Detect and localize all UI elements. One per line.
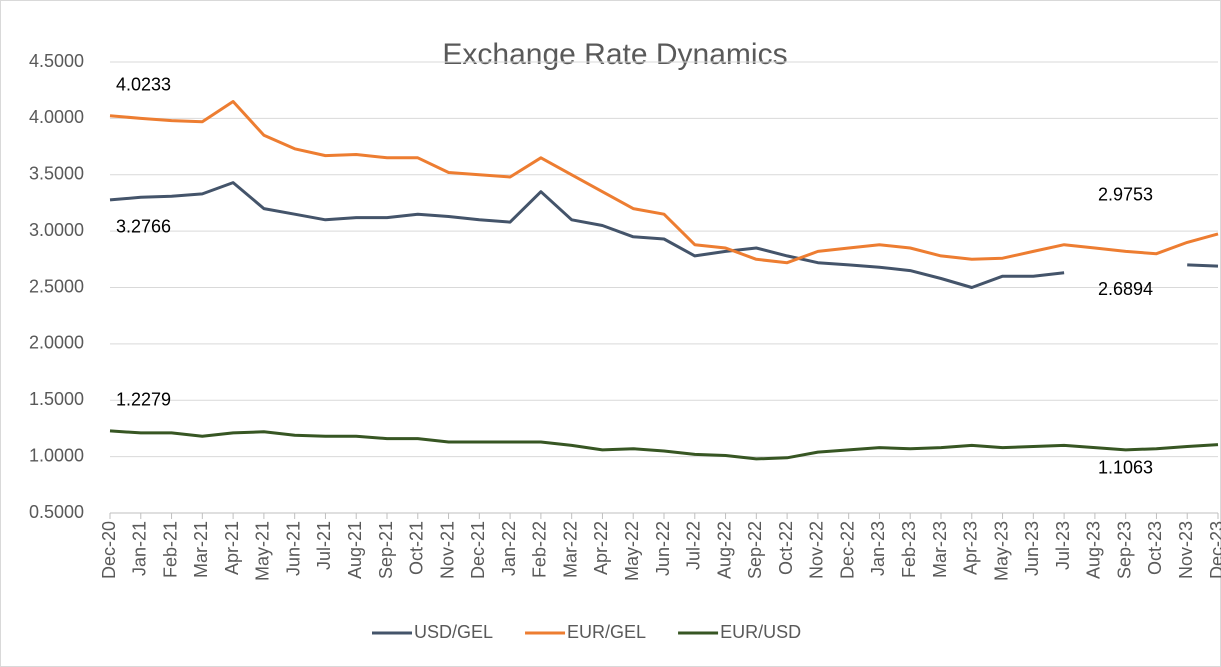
legend-label: EUR/GEL — [567, 622, 646, 642]
y-tick-label: 1.5000 — [29, 389, 84, 409]
data-label: 1.1063 — [1098, 457, 1153, 477]
x-tick-label: Sep-21 — [376, 521, 396, 579]
legend-label: USD/GEL — [414, 622, 493, 642]
x-tick-label: Jul-21 — [314, 521, 334, 570]
x-tick-label: Jan-22 — [499, 521, 519, 576]
x-tick-label: Jun-22 — [653, 521, 673, 576]
x-tick-label: Apr-23 — [961, 521, 981, 575]
x-tick-label: May-23 — [991, 521, 1011, 581]
x-tick-label: Feb-23 — [899, 521, 919, 578]
data-label: 4.0233 — [116, 74, 171, 94]
y-tick-label: 4.5000 — [29, 51, 84, 71]
x-tick-label: Oct-22 — [776, 521, 796, 575]
data-label: 1.2279 — [116, 390, 171, 410]
x-tick-label: Dec-21 — [468, 521, 488, 579]
y-tick-label: 1.0000 — [29, 445, 84, 465]
x-tick-label: Mar-22 — [560, 521, 580, 578]
y-tick-label: 2.0000 — [29, 333, 84, 353]
x-tick-label: Mar-21 — [191, 521, 211, 578]
y-tick-label: 0.5000 — [29, 502, 84, 522]
y-tick-label: 3.0000 — [29, 220, 84, 240]
series-line — [109, 429, 1219, 461]
y-tick-label: 3.5000 — [29, 164, 84, 184]
x-tick-label: Jan-21 — [130, 521, 150, 576]
series-line — [109, 100, 1219, 265]
x-tick-label: Feb-22 — [530, 521, 550, 578]
x-tick-label: Dec-20 — [99, 521, 119, 579]
series-line — [109, 181, 1219, 289]
x-tick-label: Sep-22 — [745, 521, 765, 579]
x-tick-label: Aug-23 — [1084, 521, 1104, 579]
chart-title: Exchange Rate Dynamics — [442, 38, 787, 71]
x-tick-label: Nov-23 — [1176, 521, 1196, 579]
x-tick-label: May-21 — [253, 521, 273, 581]
x-tick-label: Aug-21 — [345, 521, 365, 579]
y-tick-label: 2.5000 — [29, 276, 84, 296]
x-tick-label: Feb-21 — [160, 521, 180, 578]
x-tick-label: Oct-23 — [1145, 521, 1165, 575]
x-tick-label: Jun-21 — [283, 521, 303, 576]
data-label: 2.9753 — [1098, 185, 1153, 205]
x-tick-label: Dec-23 — [1207, 521, 1221, 579]
x-tick-label: May-22 — [622, 521, 642, 581]
x-tick-label: Dec-22 — [837, 521, 857, 579]
x-tick-label: Aug-22 — [714, 521, 734, 579]
x-tick-label: Apr-21 — [222, 521, 242, 575]
x-tick-label: Jun-23 — [1022, 521, 1042, 576]
x-tick-label: Mar-23 — [930, 521, 950, 578]
data-label: 2.6894 — [1098, 279, 1153, 299]
data-label: 3.2766 — [116, 217, 171, 237]
legend-label: EUR/USD — [720, 622, 801, 642]
x-tick-label: Jan-23 — [868, 521, 888, 576]
y-tick-label: 4.0000 — [29, 107, 84, 127]
x-tick-label: Sep-23 — [1114, 521, 1134, 579]
x-tick-label: Jul-22 — [684, 521, 704, 570]
x-tick-label: Jul-23 — [1053, 521, 1073, 570]
x-tick-label: Oct-21 — [407, 521, 427, 575]
x-tick-label: Nov-22 — [807, 521, 827, 579]
x-tick-label: Nov-21 — [437, 521, 457, 579]
x-tick-label: Apr-22 — [591, 521, 611, 575]
